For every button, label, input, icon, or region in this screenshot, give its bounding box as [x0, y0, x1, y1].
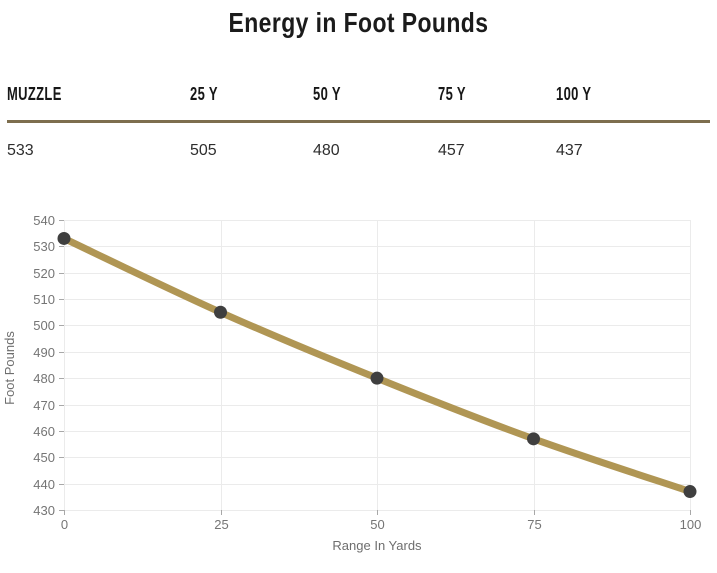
page-title-text: Energy in Foot Pounds	[228, 7, 489, 38]
page-title: Energy in Foot Pounds	[0, 6, 717, 40]
y-axis-tick-label: 440	[33, 477, 55, 492]
y-axis-tick-label: 540	[33, 213, 55, 228]
data-point[interactable]	[214, 305, 227, 319]
y-axis-tick-label: 470	[33, 398, 55, 413]
column-header-100y: 100 Y	[556, 84, 592, 104]
y-axis-tick-label: 490	[33, 345, 55, 360]
x-axis-tick-label: 0	[61, 517, 68, 532]
y-axis-tick-label: 430	[33, 503, 55, 518]
x-axis-tick-label: 75	[527, 517, 541, 532]
y-axis-tick-label: 450	[33, 450, 55, 465]
column-header-25y: 25 Y	[190, 84, 218, 104]
x-axis-tick-label: 50	[370, 517, 384, 532]
data-point[interactable]	[683, 485, 697, 499]
y-axis-title: Foot Pounds	[2, 331, 17, 405]
x-axis-tick-label: 25	[214, 517, 228, 532]
x-axis-title: Range In Yards	[332, 538, 422, 553]
y-axis-tick-label: 460	[33, 424, 55, 439]
energy-value-50y: 480	[313, 142, 340, 159]
y-axis-tick-label: 510	[33, 292, 55, 307]
energy-table-header-row: MUZZLE 25 Y 50 Y 75 Y 100 Y	[7, 84, 710, 104]
energy-line-chart[interactable]: 430 440 450 460 470 480 490 500 510 520 530 540 0 25 5…	[0, 192, 717, 573]
y-axis-tick-label: 530	[33, 239, 55, 254]
energy-value-muzzle: 533	[7, 142, 34, 159]
y-axis-tick-label: 480	[33, 371, 55, 386]
data-point[interactable]	[527, 432, 540, 446]
energy-value-25y: 505	[190, 142, 217, 159]
energy-value-75y: 457	[438, 142, 465, 159]
column-header-muzzle: MUZZLE	[7, 84, 62, 104]
column-header-50y: 50 Y	[313, 84, 341, 104]
data-point[interactable]	[370, 371, 384, 385]
chart-canvas[interactable]: 430 440 450 460 470 480 490 500 510 520 530 540 0 25 5…	[0, 192, 717, 568]
column-header-75y: 75 Y	[438, 84, 466, 104]
table-header-divider	[7, 120, 710, 123]
energy-table-value-row: 533 505 480 457 437	[7, 141, 710, 160]
energy-value-100y: 437	[556, 142, 583, 159]
energy-table: MUZZLE 25 Y 50 Y 75 Y 100 Y 533 505 480 …	[7, 84, 710, 160]
y-axis-tick-label: 500	[33, 318, 55, 333]
data-point[interactable]	[57, 231, 71, 245]
y-axis-tick-label: 520	[33, 266, 55, 281]
x-axis-tick-label: 100	[680, 517, 702, 532]
